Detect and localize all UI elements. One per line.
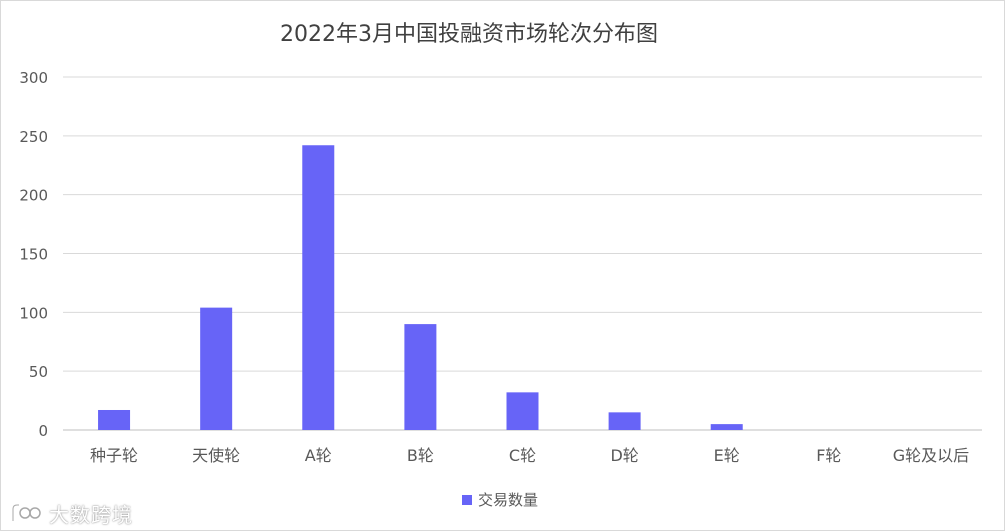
bar: [200, 307, 233, 430]
x-tick-label: E轮: [714, 446, 740, 465]
bars: [98, 145, 743, 430]
y-axis-ticks: 0 50 100 150 200 250 300: [19, 69, 48, 440]
y-tick-label: 50: [29, 363, 48, 381]
y-tick-label: 300: [19, 69, 48, 87]
bar: [404, 324, 437, 430]
x-tick-label: F轮: [816, 446, 841, 465]
legend-swatch: [462, 495, 472, 505]
watermark: 大数跨境: [9, 498, 133, 528]
x-tick-label: B轮: [407, 446, 434, 465]
y-tick-label: 0: [38, 422, 48, 440]
watermark-logo-icon: [11, 503, 41, 521]
y-tick-label: 100: [19, 304, 48, 322]
y-tick-label: 150: [19, 246, 48, 264]
bar: [506, 392, 539, 430]
bar: [710, 424, 743, 430]
x-tick-label: G轮及以后: [893, 446, 969, 465]
x-axis-ticks: 种子轮 天使轮 A轮 B轮 C轮 D轮 E轮 F轮 G轮及以后: [90, 446, 969, 465]
x-tick-label: C轮: [509, 446, 536, 465]
bar: [302, 145, 335, 430]
bar: [98, 409, 131, 430]
x-tick-label: A轮: [305, 446, 332, 465]
x-tick-label: 天使轮: [192, 446, 240, 465]
x-tick-label: D轮: [610, 446, 638, 465]
bar: [608, 412, 641, 430]
legend: 交易数量: [462, 491, 538, 509]
y-tick-label: 200: [19, 187, 48, 205]
y-tick-label: 250: [19, 128, 48, 146]
chart-title: 2022年3月中国投融资市场轮次分布图: [280, 22, 658, 47]
x-tick-label: 种子轮: [90, 446, 138, 465]
watermark-text: 大数跨境: [49, 502, 133, 527]
legend-label: 交易数量: [478, 491, 538, 509]
